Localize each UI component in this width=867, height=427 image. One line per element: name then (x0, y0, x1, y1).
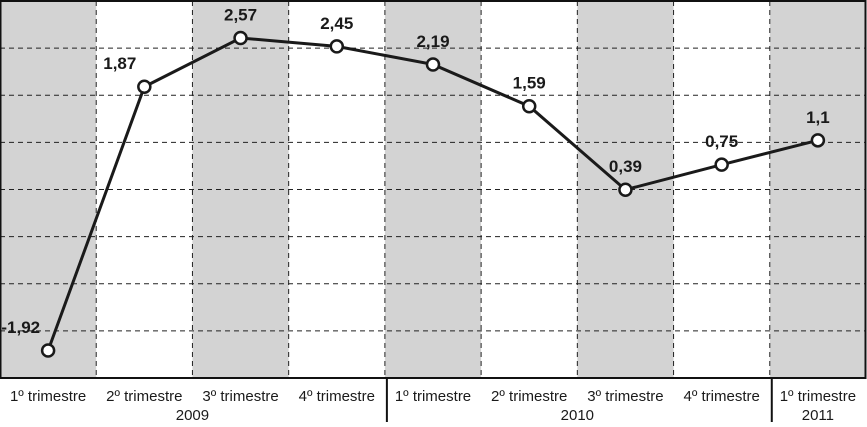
group-label: 2009 (176, 407, 209, 424)
x-tick-label: 3º trimestre (202, 388, 278, 405)
data-label: 2,57 (224, 5, 257, 24)
point (425, 57, 441, 72)
data-label: 0,75 (705, 132, 738, 151)
x-tick-label: 4º trimestre (299, 388, 375, 405)
point (40, 343, 56, 358)
x-tick-label: 2º trimestre (491, 388, 567, 405)
group-label: 2010 (561, 407, 594, 424)
point (233, 30, 248, 46)
x-tick-label: 1º trimestre (10, 388, 86, 405)
point (714, 157, 729, 172)
data-label: 1,59 (513, 74, 546, 93)
data-label: 0,39 (609, 157, 642, 176)
x-tick-label: 3º trimestre (587, 388, 663, 405)
point (618, 182, 633, 197)
data-label: 1,1 (806, 108, 830, 127)
point (810, 133, 826, 148)
plot-border (0, 0, 867, 379)
data-label: 2,19 (416, 32, 449, 51)
group-label: 2011 (802, 407, 834, 424)
x-tick-label: 1º trimestre (395, 388, 471, 405)
point (521, 98, 537, 114)
point (329, 39, 345, 54)
data-label: 2,45 (320, 14, 353, 33)
x-tick-label: 4º trimestre (684, 388, 760, 405)
x-tick-label: 2º trimestre (106, 388, 182, 405)
data-label: -1,92 (1, 318, 40, 337)
data-label: 1,87 (103, 54, 136, 73)
point (137, 79, 152, 94)
x-tick-label: 1º trimestre (780, 388, 856, 405)
